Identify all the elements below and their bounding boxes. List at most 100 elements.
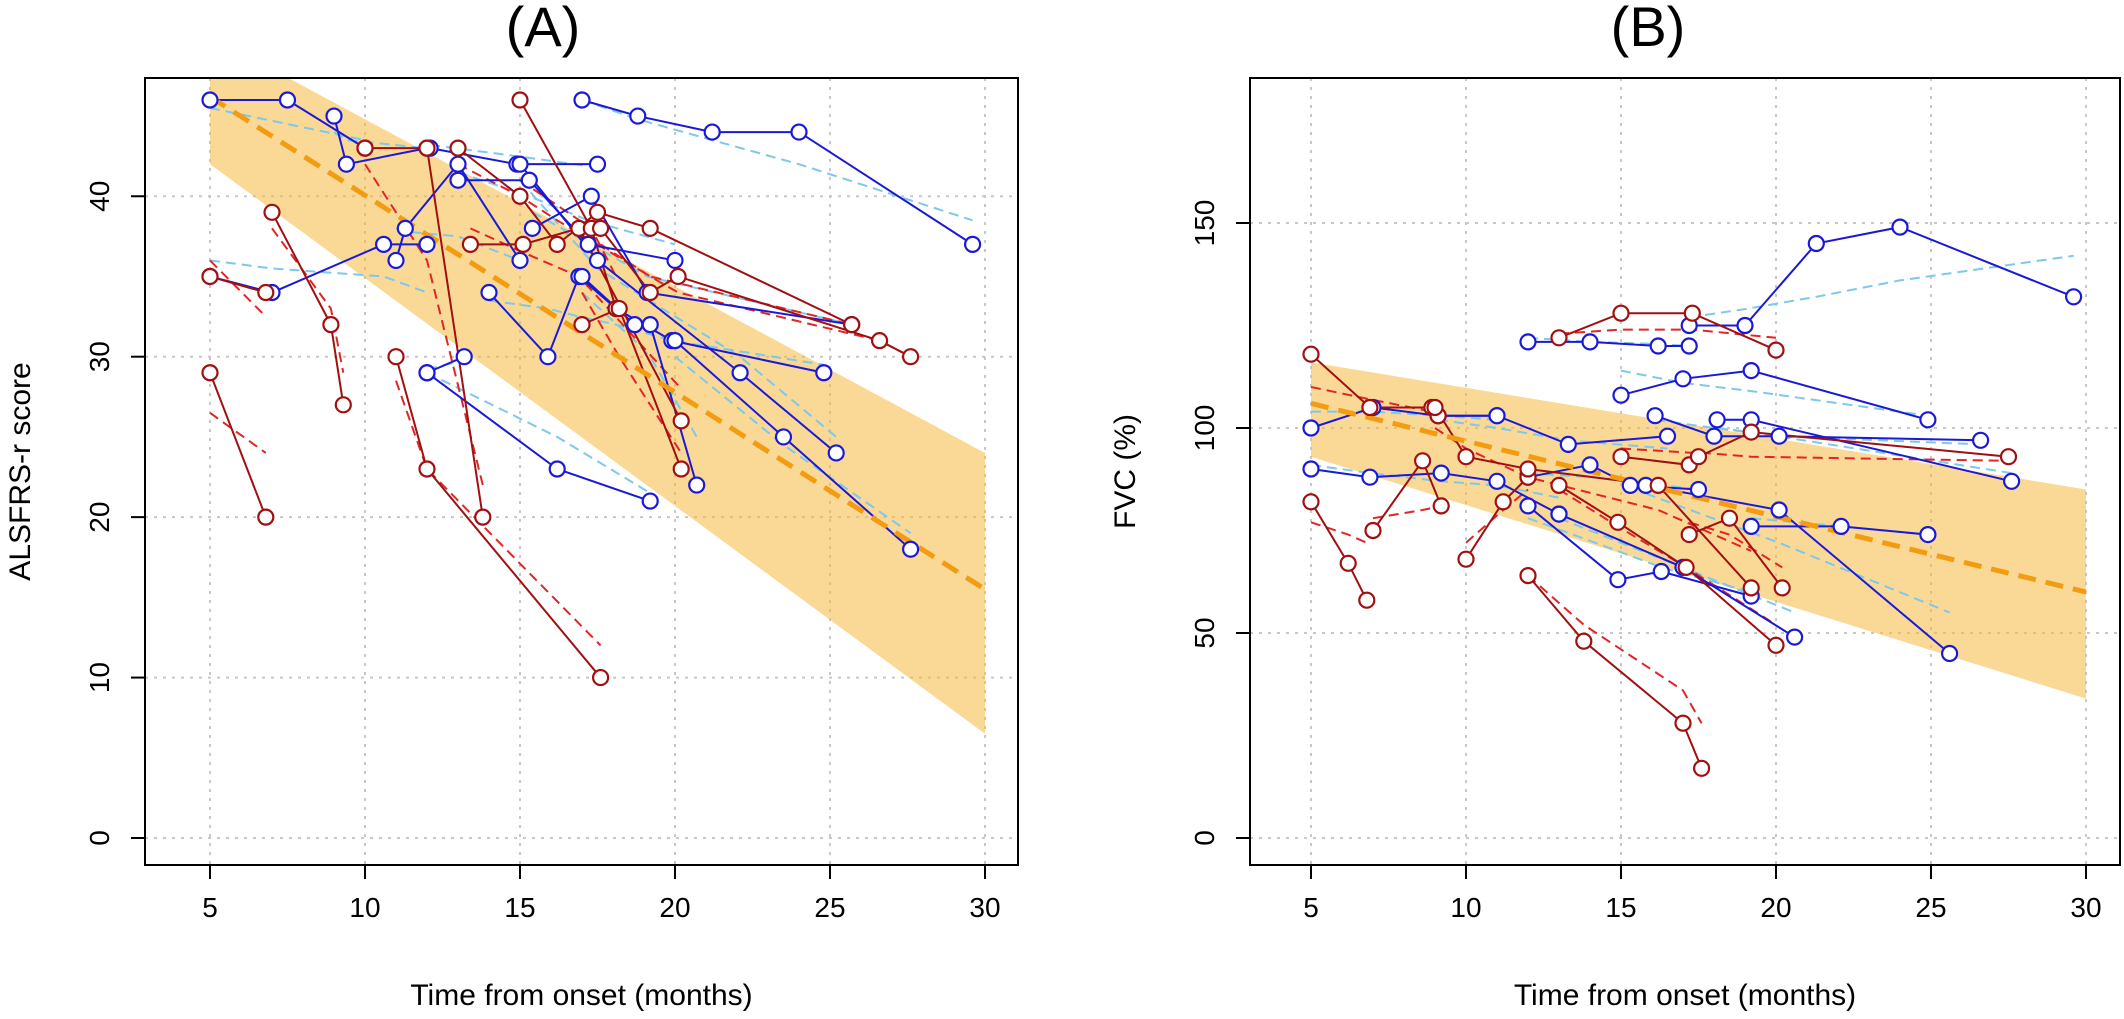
- observed-line-b-4: [1438, 414, 1668, 446]
- data-point-a-22-0: [573, 316, 591, 334]
- panel-title-a: (A): [506, 0, 581, 58]
- data-point-b-6-2: [2002, 472, 2021, 490]
- fitted-line-b-5: [1654, 418, 1981, 446]
- x-tick-label-b-4: 25: [1915, 892, 1946, 923]
- fitted-line-b-0: [1527, 336, 1690, 347]
- x-tick-label-b-2: 15: [1605, 892, 1636, 923]
- data-point-b-10-0: [1550, 505, 1568, 523]
- data-point-b-13-0: [1550, 329, 1568, 347]
- data-point-b-1-2: [1807, 234, 1825, 253]
- data-point-a-10-0: [418, 364, 436, 382]
- data-point-b-9-1: [1609, 571, 1627, 589]
- data-point-b-8-2: [1621, 476, 1639, 494]
- x-axis-label-a: Time from onset (months): [410, 979, 752, 1012]
- data-point-a-12-2: [731, 364, 749, 382]
- data-point-a-16-2: [334, 396, 352, 414]
- y-tick-label-b-0: 0: [1189, 830, 1220, 846]
- data-point-a-19-2: [548, 235, 566, 253]
- y-axis-label-b: FVC (%): [1109, 414, 1142, 529]
- data-point-b-7-1: [1361, 468, 1379, 486]
- data-point-a-11-1: [626, 316, 644, 334]
- plot-frame-a: [144, 77, 1019, 866]
- data-point-b-1-3: [1891, 218, 1909, 236]
- fitted-line-a-20: [469, 227, 682, 390]
- data-point-a-10-2: [641, 492, 659, 510]
- data-point-a-11-3: [688, 476, 706, 494]
- data-point-a-5-3: [511, 251, 529, 270]
- data-point-a-6-3: [418, 235, 436, 253]
- data-point-b-20-1: [1575, 632, 1593, 650]
- data-point-b-9-0: [1519, 497, 1537, 515]
- fitted-line-a-7: [531, 211, 852, 326]
- y-tick-label-a-4: 40: [84, 181, 115, 212]
- y-tick-label-b-3: 150: [1189, 200, 1220, 247]
- data-point-b-12-1: [1770, 501, 1788, 519]
- y-axis-label-a: ALSFRS-r score: [4, 362, 37, 580]
- data-point-a-5-1: [396, 219, 414, 237]
- fitted-line-b-22: [1688, 521, 1783, 569]
- data-point-b-12-2: [1940, 644, 1959, 663]
- data-point-a-16-0: [263, 203, 281, 221]
- data-point-b-11-2: [1919, 525, 1937, 544]
- data-point-b-5-3: [1971, 431, 1990, 449]
- data-point-b-21-1: [1609, 513, 1627, 531]
- data-point-b-21-3: [1767, 636, 1785, 654]
- fitted-line-a-15: [209, 259, 267, 318]
- fitted-line-a-18: [395, 380, 602, 647]
- data-point-b-14-2: [1689, 448, 1708, 466]
- data-point-b-16-1: [1339, 554, 1357, 572]
- data-point-b-7-2: [1432, 464, 1450, 482]
- observed-line-a-14: [209, 372, 267, 518]
- fitted-line-b-2: [1620, 369, 1929, 417]
- data-point-b-14-3: [1742, 423, 1760, 441]
- data-point-b-7-3: [1488, 472, 1506, 490]
- data-point-b-11-0: [1742, 517, 1760, 536]
- data-point-b-22-1: [1720, 509, 1739, 527]
- data-point-a-14-0: [201, 364, 219, 382]
- fitted-line-a-10: [426, 371, 651, 494]
- data-point-b-1-1: [1736, 316, 1754, 335]
- data-point-b-17-2: [1432, 497, 1450, 515]
- data-point-a-13-1: [774, 428, 793, 446]
- fitted-line-b-12: [1645, 492, 1950, 614]
- data-point-b-14-0: [1612, 448, 1630, 466]
- data-point-b-2-0: [1612, 386, 1630, 404]
- data-point-b-0-1: [1581, 333, 1599, 351]
- y-tick-label-a-2: 20: [84, 502, 115, 533]
- data-point-a-4-1: [520, 171, 538, 189]
- data-point-b-20-2: [1674, 714, 1692, 732]
- y-tick-label-b-1: 50: [1189, 617, 1220, 648]
- observed-line-a-12: [519, 163, 837, 454]
- fitted-line-a-4: [457, 171, 676, 246]
- y-tick-label-a-1: 10: [84, 662, 115, 693]
- data-point-b-21-2: [1677, 558, 1695, 577]
- data-point-a-23-0: [591, 219, 610, 237]
- data-point-a-4-3: [666, 251, 684, 270]
- data-point-a-21-0: [511, 91, 529, 109]
- plot-frame-b: [1249, 77, 2121, 866]
- data-point-b-16-2: [1358, 591, 1376, 609]
- data-point-b-5-0: [1646, 407, 1664, 425]
- data-point-a-16-1: [322, 316, 340, 334]
- data-point-b-2-1: [1674, 370, 1692, 388]
- observed-line-a-8: [488, 274, 825, 374]
- data-point-a-6-2: [375, 235, 393, 253]
- data-point-a-19-4: [641, 219, 659, 237]
- data-point-a-15-1: [257, 283, 275, 302]
- data-point-b-4-1: [1488, 407, 1506, 425]
- data-point-b-15-1: [1361, 398, 1379, 417]
- data-point-a-20-1: [514, 235, 532, 253]
- data-point-b-17-0: [1364, 521, 1382, 540]
- data-point-a-4-2: [579, 235, 597, 253]
- data-point-b-13-1: [1612, 304, 1630, 322]
- data-point-b-18-0: [1457, 550, 1475, 568]
- data-point-b-11-1: [1832, 517, 1850, 536]
- x-tick-label-a-0: 5: [202, 892, 218, 923]
- data-point-a-23-4: [901, 348, 920, 366]
- data-point-a-20-3: [672, 412, 690, 430]
- data-point-b-4-3: [1658, 427, 1677, 445]
- data-point-a-19-5: [843, 316, 861, 334]
- y-tick-label-b-2: 100: [1189, 405, 1220, 452]
- data-point-a-17-0: [356, 139, 374, 157]
